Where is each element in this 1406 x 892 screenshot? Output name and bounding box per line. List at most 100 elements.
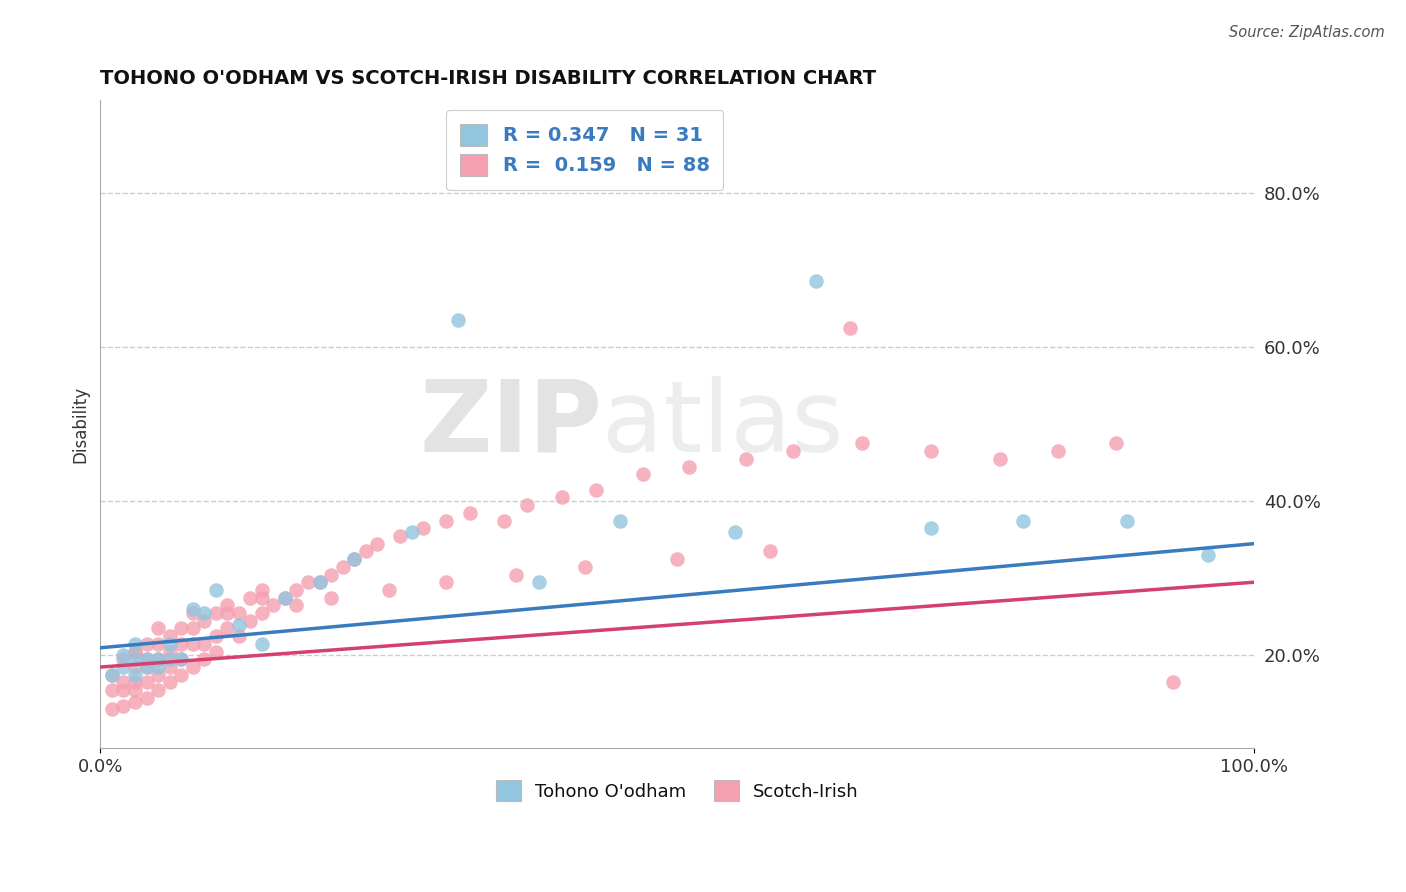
Point <box>378 582 401 597</box>
Y-axis label: Disability: Disability <box>72 385 89 463</box>
Point <box>159 675 181 690</box>
Point <box>228 617 250 632</box>
Point <box>505 567 527 582</box>
Point <box>204 582 226 597</box>
Point <box>135 660 157 674</box>
Point <box>112 648 135 663</box>
Point <box>274 591 297 605</box>
Point <box>193 652 215 666</box>
Point <box>250 637 273 651</box>
Point <box>135 637 157 651</box>
Text: ZIP: ZIP <box>419 376 602 473</box>
Point <box>181 637 204 651</box>
Text: atlas: atlas <box>602 376 844 473</box>
Point <box>250 591 273 605</box>
Point <box>159 637 181 651</box>
Point <box>678 459 700 474</box>
Point <box>146 683 169 698</box>
Point <box>135 675 157 690</box>
Point <box>124 660 146 674</box>
Point <box>146 660 169 674</box>
Point <box>319 567 342 582</box>
Point <box>319 591 342 605</box>
Point <box>101 683 124 698</box>
Point <box>308 575 330 590</box>
Point <box>574 559 596 574</box>
Point <box>631 467 654 482</box>
Point <box>159 660 181 674</box>
Point <box>135 660 157 674</box>
Point <box>101 702 124 716</box>
Point <box>159 652 181 666</box>
Point <box>124 645 146 659</box>
Point <box>170 622 193 636</box>
Point <box>401 525 423 540</box>
Point <box>135 690 157 705</box>
Point <box>112 660 135 674</box>
Point <box>112 675 135 690</box>
Text: TOHONO O'ODHAM VS SCOTCH-IRISH DISABILITY CORRELATION CHART: TOHONO O'ODHAM VS SCOTCH-IRISH DISABILIT… <box>100 69 876 87</box>
Point <box>343 552 366 566</box>
Point <box>146 667 169 681</box>
Point <box>217 599 239 613</box>
Point <box>217 606 239 620</box>
Point <box>436 514 458 528</box>
Point <box>804 275 827 289</box>
Point <box>146 652 169 666</box>
Point <box>101 667 124 681</box>
Point <box>1104 436 1126 450</box>
Point <box>782 444 804 458</box>
Point <box>412 521 434 535</box>
Point <box>146 652 169 666</box>
Point <box>609 514 631 528</box>
Point <box>494 514 516 528</box>
Point <box>354 544 377 558</box>
Point <box>458 506 481 520</box>
Point <box>124 695 146 709</box>
Point <box>527 575 550 590</box>
Point <box>1012 514 1035 528</box>
Point <box>170 652 193 666</box>
Point <box>1197 548 1219 562</box>
Point <box>170 637 193 651</box>
Point <box>250 582 273 597</box>
Point <box>308 575 330 590</box>
Point <box>204 629 226 643</box>
Point <box>124 637 146 651</box>
Point <box>389 529 412 543</box>
Point <box>851 436 873 450</box>
Point <box>436 575 458 590</box>
Point <box>112 652 135 666</box>
Point <box>516 498 538 512</box>
Point <box>146 622 169 636</box>
Point <box>1046 444 1069 458</box>
Point <box>447 313 470 327</box>
Point <box>250 606 273 620</box>
Point <box>285 582 308 597</box>
Point <box>124 675 146 690</box>
Point <box>159 645 181 659</box>
Point <box>217 622 239 636</box>
Point <box>839 320 862 334</box>
Point <box>1163 675 1185 690</box>
Point <box>228 629 250 643</box>
Point <box>285 599 308 613</box>
Point <box>735 451 758 466</box>
Point <box>112 698 135 713</box>
Point <box>920 444 942 458</box>
Point <box>181 660 204 674</box>
Point <box>124 652 146 666</box>
Point <box>920 521 942 535</box>
Point <box>146 637 169 651</box>
Point <box>343 552 366 566</box>
Point <box>124 683 146 698</box>
Point <box>332 559 354 574</box>
Legend: Tohono O'odham, Scotch-Irish: Tohono O'odham, Scotch-Irish <box>486 772 868 810</box>
Point <box>239 591 262 605</box>
Text: Source: ZipAtlas.com: Source: ZipAtlas.com <box>1229 25 1385 40</box>
Point <box>124 667 146 681</box>
Point <box>181 622 204 636</box>
Point <box>204 645 226 659</box>
Point <box>758 544 780 558</box>
Point <box>193 614 215 628</box>
